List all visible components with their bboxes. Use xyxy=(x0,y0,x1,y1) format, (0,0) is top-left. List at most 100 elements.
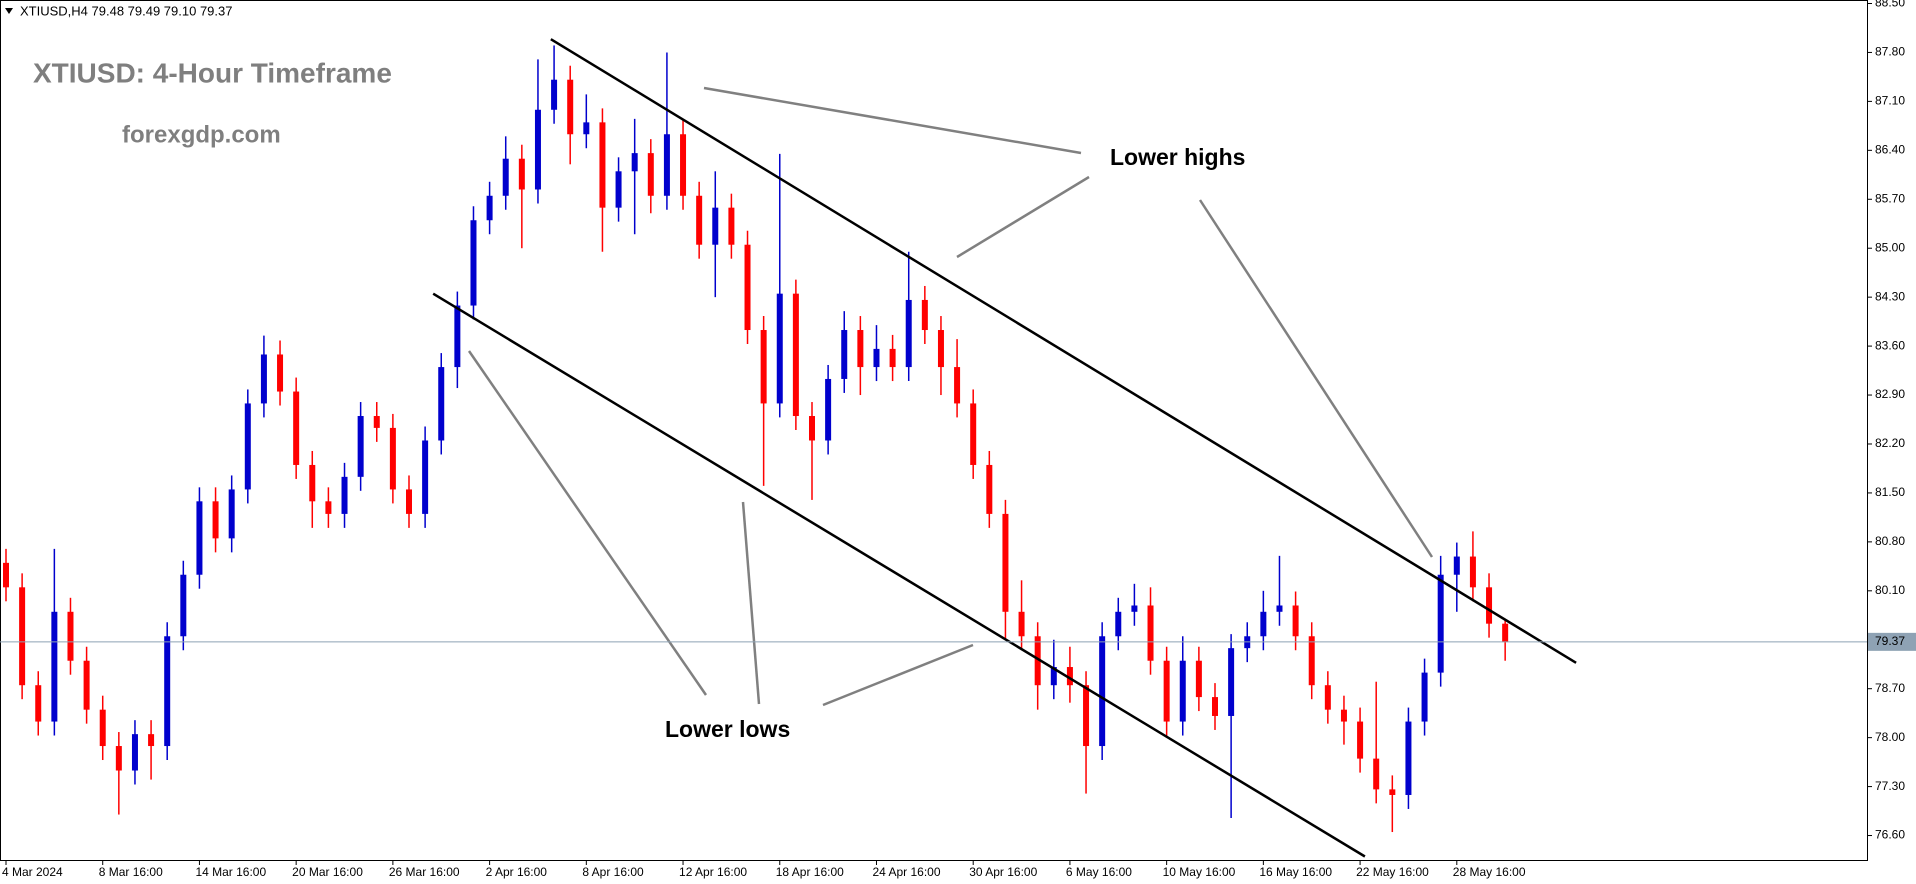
y-tick-label: 84.30 xyxy=(1875,289,1905,303)
candle-body xyxy=(1437,574,1444,673)
candle-body xyxy=(1083,685,1090,747)
chart-title: XTIUSD: 4-Hour Timeframe xyxy=(33,57,392,88)
candle-body xyxy=(438,367,445,441)
annotation: Lower lows xyxy=(665,716,790,742)
candle-body xyxy=(277,354,284,392)
y-tick-label: 83.60 xyxy=(1875,338,1905,352)
candle-body xyxy=(986,464,993,514)
candle-body xyxy=(1405,721,1412,795)
pointer-line xyxy=(956,175,1090,259)
y-tick-label: 80.80 xyxy=(1875,534,1905,548)
candle-body xyxy=(1002,513,1009,612)
candle-body xyxy=(1324,685,1331,710)
candle-body xyxy=(454,305,461,368)
candle-body xyxy=(760,330,767,404)
annotation: Lower highs xyxy=(1110,144,1245,170)
pointer-lines xyxy=(467,86,1434,707)
candle-body xyxy=(260,354,267,404)
candle-body xyxy=(1147,605,1154,661)
y-tick-label: 78.00 xyxy=(1875,730,1905,744)
trend-line xyxy=(432,292,1366,858)
watermark: forexgdp.com xyxy=(122,121,281,148)
x-tick-label: 8 Mar 16:00 xyxy=(99,865,163,879)
candle-body xyxy=(486,195,493,221)
candle-body xyxy=(583,122,590,135)
candle-body xyxy=(696,195,703,245)
candle-body xyxy=(51,611,58,722)
candle-body xyxy=(1163,660,1170,722)
candle-body xyxy=(83,660,90,710)
candle-body xyxy=(857,330,864,368)
candle-body xyxy=(502,158,509,196)
y-tick-label: 88.50 xyxy=(1875,0,1905,10)
candle-body xyxy=(615,171,622,208)
x-tick-label: 8 Apr 16:00 xyxy=(582,865,644,879)
pointer-line xyxy=(1198,199,1434,558)
candle-body xyxy=(1486,587,1493,624)
candle-body xyxy=(309,464,316,502)
candle-body xyxy=(567,79,574,135)
candle-body xyxy=(1276,605,1283,612)
candle-body xyxy=(905,299,912,368)
candle-body xyxy=(954,367,961,404)
candle-body xyxy=(1389,789,1396,795)
candle-body xyxy=(357,416,364,477)
x-tick-label: 6 May 16:00 xyxy=(1066,865,1132,879)
candle-body xyxy=(148,734,155,747)
candle-body xyxy=(1099,636,1106,747)
candle-body xyxy=(873,348,880,368)
candle-body xyxy=(244,403,251,490)
candle-body xyxy=(470,220,477,306)
x-tick-label: 12 Apr 16:00 xyxy=(679,865,747,879)
candle-body xyxy=(921,299,928,331)
candle-body xyxy=(712,207,719,245)
candle-body xyxy=(825,378,832,441)
candle-body xyxy=(1260,611,1267,637)
symbol-info: XTIUSD,H4 79.48 79.49 79.10 79.37 xyxy=(20,3,232,18)
candle-body xyxy=(35,685,42,722)
pointer-line xyxy=(703,86,1082,155)
candle-body xyxy=(3,562,9,588)
x-tick-label: 2 Apr 16:00 xyxy=(486,865,548,879)
candle-body xyxy=(180,574,187,637)
candle-body xyxy=(164,636,171,747)
y-tick-label: 82.20 xyxy=(1875,436,1905,450)
current-price-label: 79.37 xyxy=(1875,634,1905,648)
candle-body xyxy=(1308,636,1315,686)
candle-body xyxy=(680,134,687,196)
candle-body xyxy=(841,330,848,379)
candle-body xyxy=(776,293,783,404)
candle-body xyxy=(647,153,654,196)
candle-body xyxy=(1502,623,1509,642)
y-tick-label: 76.60 xyxy=(1875,828,1905,842)
y-tick-label: 87.10 xyxy=(1875,94,1905,108)
candle-body xyxy=(115,746,122,771)
candle-body xyxy=(1421,672,1428,722)
y-tick-label: 85.00 xyxy=(1875,240,1905,254)
candle-body xyxy=(663,134,670,196)
x-tick-label: 28 May 16:00 xyxy=(1453,865,1526,879)
candle-body xyxy=(99,709,106,747)
x-tick-label: 4 Mar 2024 xyxy=(2,865,63,879)
candle-body xyxy=(1034,636,1041,686)
y-tick-label: 82.90 xyxy=(1875,387,1905,401)
candle-body xyxy=(228,489,235,539)
x-tick-label: 24 Apr 16:00 xyxy=(872,865,940,879)
candle-body xyxy=(1066,667,1073,686)
x-tick-label: 20 Mar 16:00 xyxy=(292,865,363,879)
candle-body xyxy=(1115,611,1122,637)
candle-body xyxy=(341,476,348,514)
candle-body xyxy=(1292,605,1299,637)
x-tick-label: 10 May 16:00 xyxy=(1163,865,1236,879)
y-tick-label: 77.30 xyxy=(1875,779,1905,793)
candle-body xyxy=(599,122,606,208)
x-tick-label: 16 May 16:00 xyxy=(1259,865,1332,879)
candle-body xyxy=(889,348,896,368)
candle-body xyxy=(744,244,751,331)
y-tick-label: 87.80 xyxy=(1875,45,1905,59)
candle-body xyxy=(728,207,735,245)
candle-body xyxy=(937,330,944,368)
pointer-line xyxy=(822,643,974,707)
candle-body xyxy=(67,611,74,661)
